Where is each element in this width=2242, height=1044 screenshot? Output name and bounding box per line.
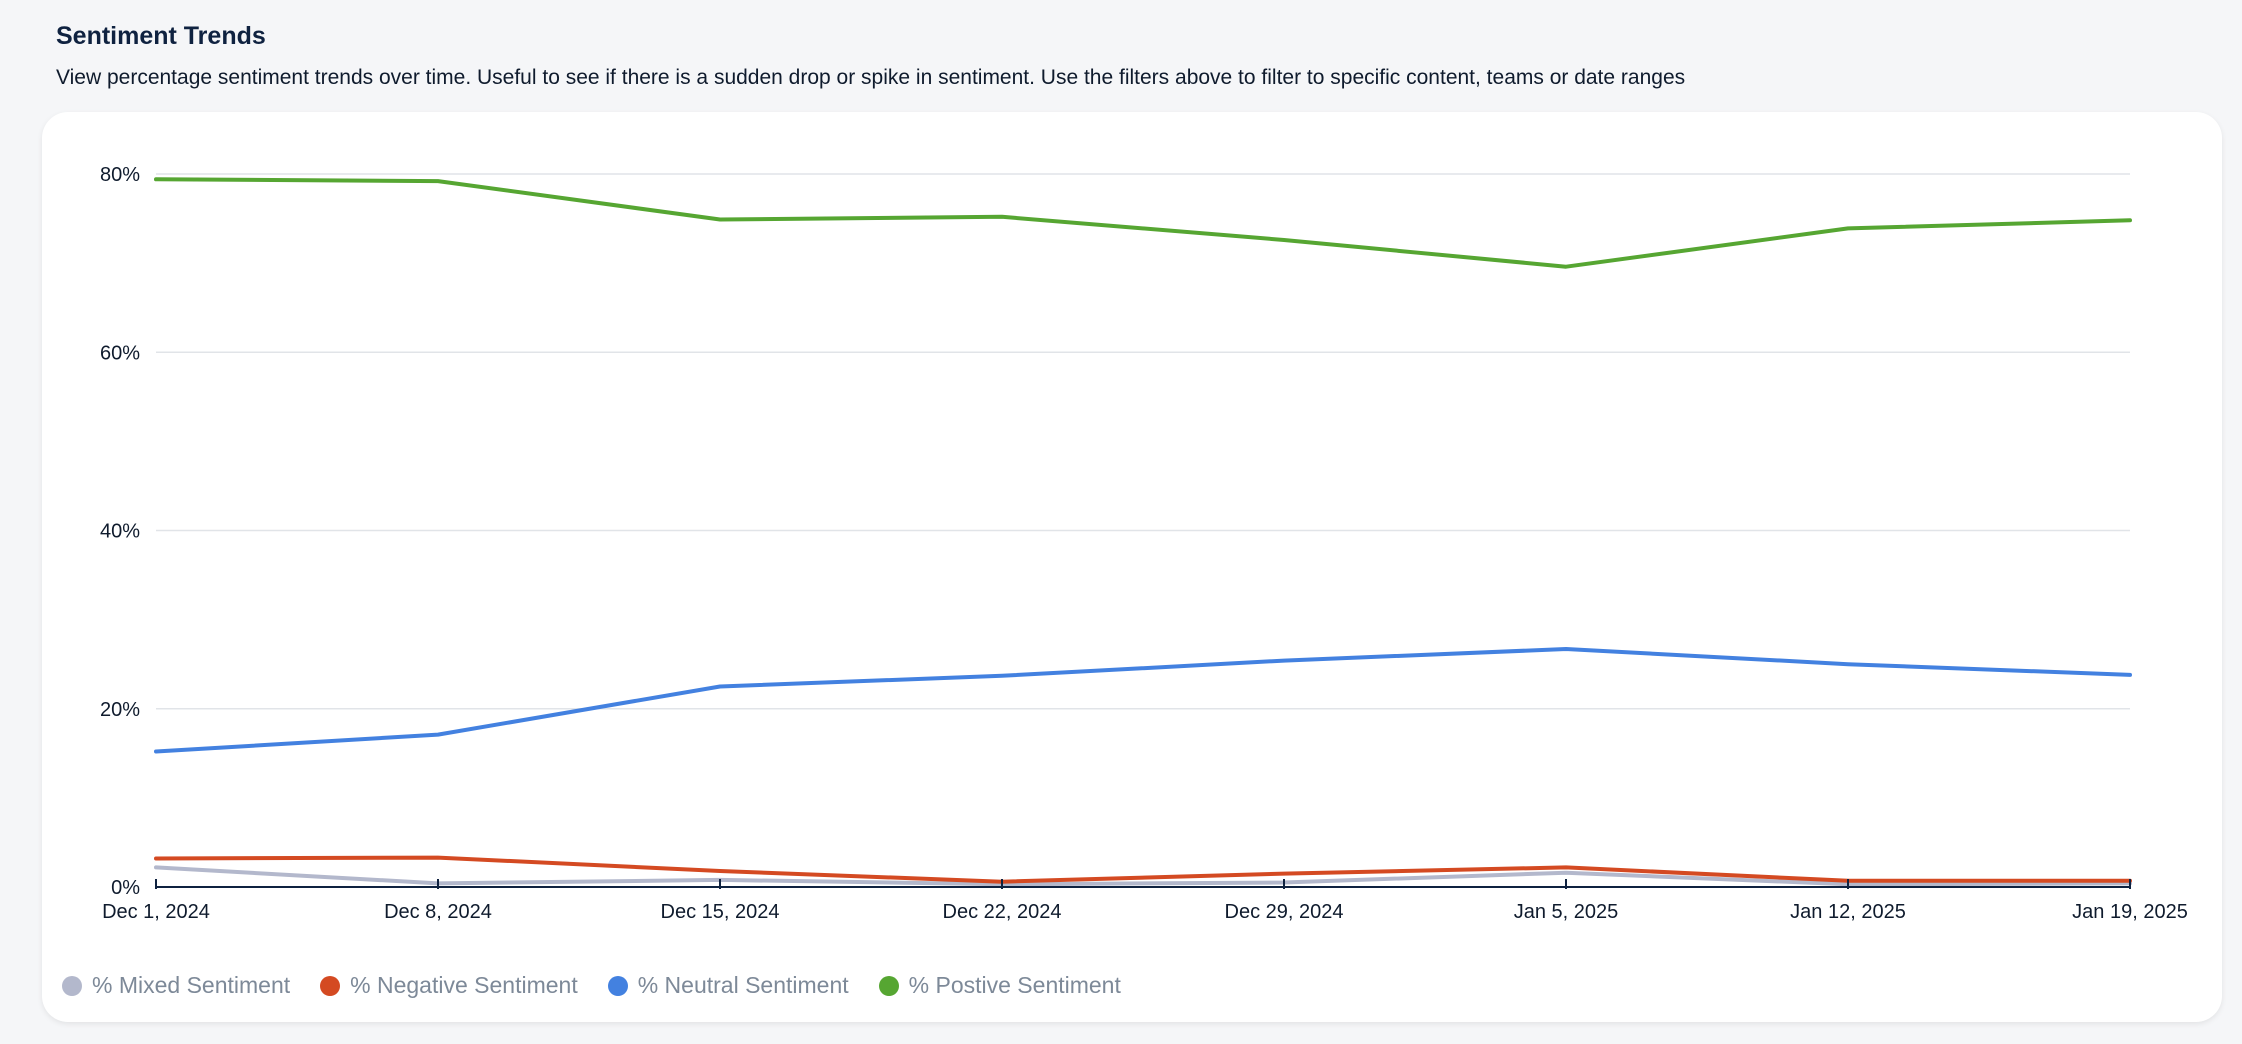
legend-dot-icon: [62, 975, 82, 996]
x-tick-label: Jan 12, 2025: [1790, 901, 1906, 923]
series-line[interactable]: [154, 865, 2132, 887]
x-tick-label: Dec 15, 2024: [661, 901, 780, 923]
y-tick-label: 20%: [100, 699, 140, 721]
x-tick-label: Dec 1, 2024: [102, 901, 210, 923]
legend-label: % Postive Sentiment: [908, 972, 1121, 998]
legend-label: % Mixed Sentiment: [92, 972, 291, 998]
series-line[interactable]: [154, 855, 2132, 884]
gridlines: [156, 173, 2130, 710]
legend-label: % Neutral Sentiment: [637, 972, 849, 998]
legend-item[interactable]: % Mixed Sentiment: [62, 972, 290, 999]
x-axis: Dec 1, 2024 Dec 8, 2024 Dec 15, 2024 Dec 22…: [102, 879, 2188, 923]
x-tick-label: Jan 19, 2025: [2072, 901, 2188, 923]
x-tick-label: Jan 5, 2025: [1514, 901, 1619, 923]
legend-label: % Negative Sentiment: [350, 972, 578, 998]
y-tick-label: 60%: [100, 342, 140, 364]
section-title: Sentiment Trends: [56, 22, 266, 50]
x-tick-label: Dec 29, 2024: [1225, 901, 1344, 923]
chart-card: [42, 112, 2222, 1022]
series-lines: [154, 177, 2132, 887]
x-tick-label: Dec 22, 2024: [943, 901, 1062, 923]
x-tick-label: Dec 8, 2024: [384, 901, 492, 923]
series-line[interactable]: [154, 647, 2132, 754]
chart-legend: % Mixed Sentiment % Negative Sentiment % N…: [62, 972, 1121, 999]
y-tick-label: 0%: [111, 877, 140, 899]
y-axis-ticks: 0% 20% 40% 60% 80%: [100, 164, 140, 899]
legend-item[interactable]: % Neutral Sentiment: [607, 972, 849, 999]
y-tick-label: 40%: [100, 521, 140, 543]
series-line[interactable]: [154, 177, 2132, 269]
legend-item[interactable]: % Negative Sentiment: [320, 972, 578, 999]
y-tick-label: 80%: [100, 164, 140, 186]
legend-dot-icon: [607, 975, 628, 996]
legend-dot-icon: [320, 975, 341, 996]
legend-dot-icon: [878, 975, 899, 996]
section-description: View percentage sentiment trends over ti…: [56, 66, 1686, 89]
legend-item[interactable]: % Postive Sentiment: [878, 972, 1121, 999]
